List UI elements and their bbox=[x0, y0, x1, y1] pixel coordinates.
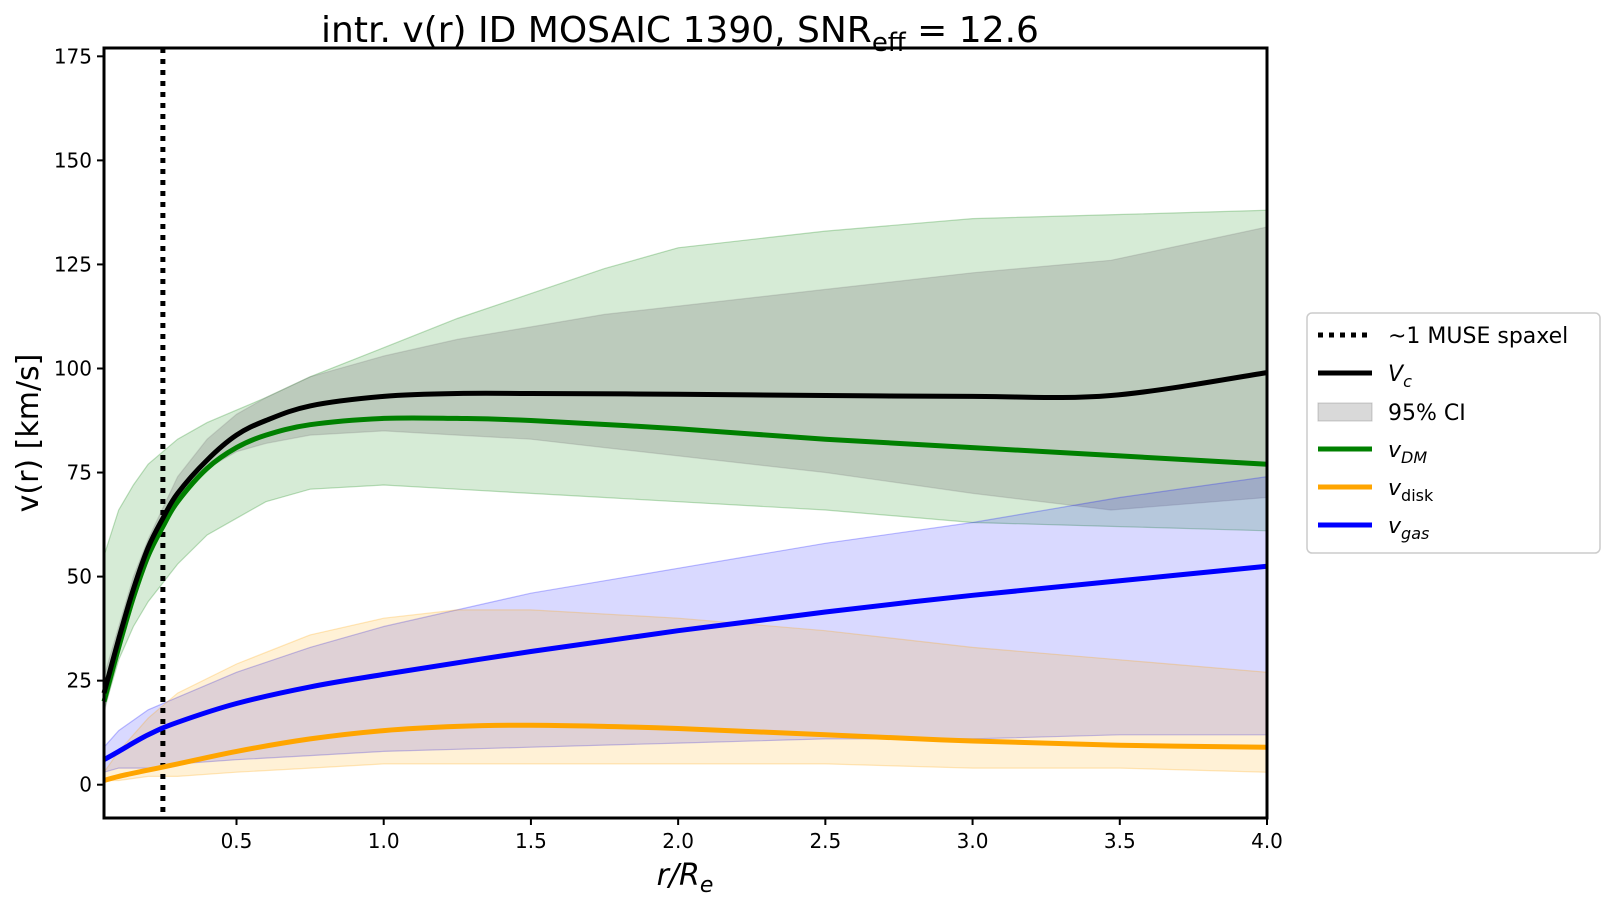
legend-label-disk: vdisk bbox=[1388, 476, 1434, 505]
y-tick-label: 75 bbox=[67, 461, 92, 485]
y-axis-label: v(r) [km/s] bbox=[11, 354, 46, 513]
x-tick-label: 2.5 bbox=[809, 829, 841, 853]
x-tick-label: 1.0 bbox=[368, 829, 400, 853]
x-tick-label: 4.0 bbox=[1251, 829, 1283, 853]
plot-frame bbox=[102, 46, 1269, 820]
series-line-v-dm bbox=[101, 415, 1268, 703]
y-axis-ticks: 0 25 50 75 100 125 150 175 bbox=[54, 44, 104, 797]
legend-label-vc: Vc bbox=[1388, 362, 1412, 391]
y-tick-label: 0 bbox=[79, 773, 92, 797]
y-tick-label: 125 bbox=[54, 252, 92, 276]
y-tick-label: 50 bbox=[67, 565, 92, 589]
y-tick-label: 100 bbox=[54, 356, 92, 380]
x-tick-label: 3.5 bbox=[1104, 829, 1136, 853]
x-tick-label: 3.0 bbox=[957, 829, 989, 853]
y-tick-label: 150 bbox=[54, 148, 92, 172]
legend-label-spaxel: ~1 MUSE spaxel bbox=[1388, 324, 1568, 349]
y-tick-label: 25 bbox=[67, 669, 92, 693]
x-axis-label: r/Re bbox=[657, 858, 714, 898]
x-axis-ticks: 0.5 1.0 1.5 2.0 2.5 3.0 3.5 4.0 bbox=[221, 818, 1283, 853]
series-lines bbox=[101, 370, 1268, 783]
x-tick-label: 0.5 bbox=[221, 829, 253, 853]
chart-title: intr. v(r) ID MOSAIC 1390, SNReff = 12.6 bbox=[321, 10, 1039, 58]
legend-label-ci: 95% CI bbox=[1388, 401, 1466, 426]
legend: ~1 MUSE spaxel Vc 95% CI vDM vdisk vgas bbox=[1306, 312, 1601, 554]
x-tick-label: 2.0 bbox=[662, 829, 694, 853]
ci-bands bbox=[103, 209, 1268, 782]
legend-label-dm: vDM bbox=[1388, 438, 1427, 467]
x-tick-label: 1.5 bbox=[515, 829, 547, 853]
legend-label-gas: vgas bbox=[1388, 514, 1429, 543]
series-line-v-disk bbox=[103, 722, 1268, 783]
legend-swatch-ci bbox=[1317, 402, 1373, 422]
series-line-v-gas bbox=[102, 563, 1268, 762]
series-line-v-c bbox=[101, 370, 1268, 694]
legend-box bbox=[1306, 312, 1601, 554]
y-tick-label: 175 bbox=[54, 44, 92, 68]
